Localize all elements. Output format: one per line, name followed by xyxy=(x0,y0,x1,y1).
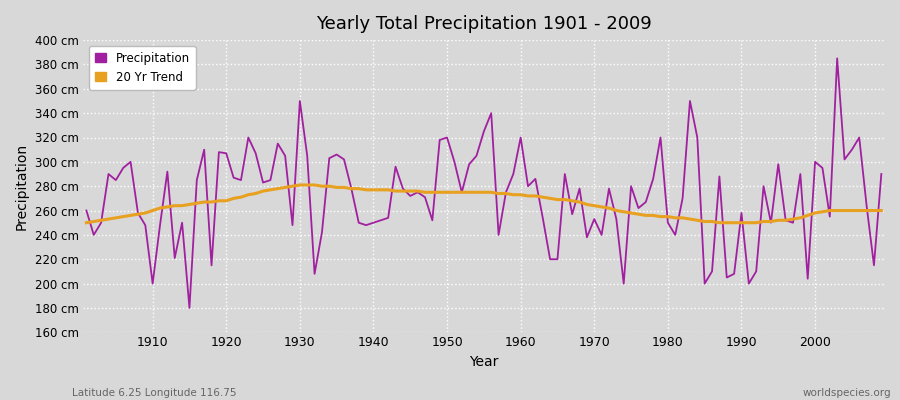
20 Yr Trend xyxy=(611,208,622,213)
20 Yr Trend xyxy=(81,220,92,225)
20 Yr Trend xyxy=(140,210,150,215)
Precipitation xyxy=(140,223,150,228)
X-axis label: Year: Year xyxy=(469,355,499,369)
20 Yr Trend xyxy=(354,186,364,191)
Precipitation xyxy=(876,172,886,176)
Title: Yearly Total Precipitation 1901 - 2009: Yearly Total Precipitation 1901 - 2009 xyxy=(316,15,652,33)
Line: Precipitation: Precipitation xyxy=(86,58,881,308)
Precipitation xyxy=(184,306,194,310)
Precipitation xyxy=(611,217,622,222)
Precipitation xyxy=(354,220,364,225)
Precipitation xyxy=(523,184,534,188)
Precipitation xyxy=(310,272,320,276)
Y-axis label: Precipitation: Precipitation xyxy=(15,143,29,230)
20 Yr Trend xyxy=(523,194,534,198)
Precipitation xyxy=(516,135,526,140)
Text: Latitude 6.25 Longitude 116.75: Latitude 6.25 Longitude 116.75 xyxy=(72,388,237,398)
20 Yr Trend xyxy=(516,192,526,197)
Text: worldspecies.org: worldspecies.org xyxy=(803,388,891,398)
Precipitation xyxy=(81,208,92,213)
Precipitation xyxy=(832,56,842,61)
Legend: Precipitation, 20 Yr Trend: Precipitation, 20 Yr Trend xyxy=(88,46,196,90)
20 Yr Trend xyxy=(876,208,886,213)
20 Yr Trend xyxy=(294,182,305,187)
20 Yr Trend xyxy=(310,182,320,187)
Line: 20 Yr Trend: 20 Yr Trend xyxy=(86,185,881,223)
